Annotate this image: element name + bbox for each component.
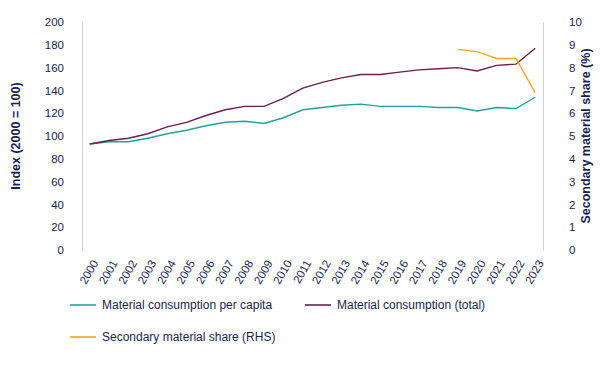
- x-tick-label: 2004: [155, 257, 178, 286]
- y2-axis-title: Secondary material share (%): [579, 48, 593, 223]
- legend-swatch: [305, 304, 331, 306]
- y-tick: 60: [51, 176, 82, 188]
- y2-tick-label: 6: [569, 107, 575, 119]
- y-tick-label: 80: [51, 153, 64, 165]
- x-tick-label: 2017: [407, 258, 430, 286]
- legend-label: Secondary material share (RHS): [102, 330, 275, 344]
- y-axis-line: [82, 23, 83, 251]
- y-tick-label: 20: [51, 221, 64, 233]
- x-tick-label: 2019: [445, 258, 468, 286]
- x-tick-label: 2022: [503, 258, 526, 286]
- legend-label: Material consumption per capita: [102, 298, 272, 312]
- y-tick-label: 60: [51, 176, 64, 188]
- y-tick: 20: [51, 221, 82, 233]
- y-tick-label: 120: [45, 107, 64, 119]
- x-tick-label: 2012: [310, 258, 333, 286]
- x-tick: 2023: [523, 254, 546, 286]
- y2-tick: 5: [543, 130, 575, 142]
- legend: Material consumption per capita Material …: [70, 298, 485, 344]
- x-axis: 2000200120022003200420052006200720082009…: [77, 254, 546, 286]
- y2-tick: 3: [543, 176, 575, 188]
- x-tick-label: 2005: [174, 258, 197, 286]
- y2-tick: 8: [543, 62, 575, 74]
- y2-tick-label: 2: [569, 199, 575, 211]
- y-tick: 0: [58, 244, 82, 256]
- x-tick-label: 2021: [484, 258, 507, 286]
- x-tick-label: 2023: [523, 258, 546, 286]
- x-tick-label: 2014: [348, 257, 371, 286]
- x-tick-label: 2013: [329, 258, 352, 286]
- y2-tick: 2: [543, 199, 575, 211]
- y2-tick-label: 10: [569, 16, 582, 28]
- y-tick-label: 180: [45, 39, 64, 51]
- series-line: [90, 48, 536, 144]
- x-tick-label: 2015: [368, 258, 391, 286]
- y2-axis: 0 1 2 3 4 5 6 7 8 9 10: [543, 16, 582, 256]
- y2-tick-label: 1: [569, 221, 575, 233]
- x-tick-label: 2003: [135, 258, 158, 286]
- y-tick: 40: [51, 199, 82, 211]
- y2-tick-label: 9: [569, 39, 575, 51]
- series-line: [458, 49, 535, 92]
- y2-tick: 6: [543, 107, 575, 119]
- legend-swatch: [70, 304, 96, 306]
- x-tick-label: 2006: [193, 258, 216, 286]
- y2-tick: 0: [543, 244, 575, 256]
- y2-axis-line: [543, 23, 544, 251]
- y-tick-label: 40: [51, 199, 64, 211]
- y-tick: 100: [45, 130, 82, 142]
- x-axis-line: [83, 254, 544, 255]
- y2-tick: 7: [543, 85, 575, 97]
- y2-tick-label: 4: [569, 153, 576, 165]
- y-tick: 120: [45, 107, 82, 119]
- y-tick: 200: [45, 16, 82, 28]
- x-tick-label: 2020: [465, 258, 488, 286]
- legend-swatch: [70, 336, 96, 338]
- y-tick: 140: [45, 85, 82, 97]
- legend-label: Material consumption (total): [337, 298, 485, 312]
- y-tick-label: 140: [45, 85, 64, 97]
- y2-tick: 10: [543, 16, 582, 28]
- y-tick-label: 100: [45, 130, 64, 142]
- y2-tick-label: 3: [569, 176, 575, 188]
- y-tick: 180: [45, 39, 82, 51]
- x-tick-label: 2009: [252, 258, 275, 286]
- x-tick-label: 2000: [77, 258, 100, 286]
- x-tick-label: 2008: [232, 258, 255, 286]
- x-tick-label: 2002: [116, 258, 139, 286]
- y2-tick: 9: [543, 39, 575, 51]
- y-tick: 160: [45, 62, 82, 74]
- x-tick: 2010: [271, 254, 294, 286]
- plot-area: [90, 48, 536, 144]
- x-tick-label: 2018: [426, 258, 449, 286]
- y2-tick-label: 8: [569, 62, 575, 74]
- y2-tick-label: 5: [569, 130, 575, 142]
- y2-tick-label: 7: [569, 85, 575, 97]
- x-tick-label: 2007: [213, 258, 236, 286]
- y2-tick: 1: [543, 221, 575, 233]
- y2-tick: 4: [543, 153, 576, 165]
- y-tick-label: 160: [45, 62, 64, 74]
- y2-tick-label: 0: [569, 244, 575, 256]
- x-tick-label: 2001: [97, 258, 120, 286]
- x-tick-label: 2010: [271, 258, 294, 286]
- y-axis-title: Index (2000 = 100): [9, 82, 23, 189]
- y-tick-label: 0: [58, 244, 64, 256]
- series-line: [90, 97, 536, 144]
- y-axis: 0 20 40 60 80 100 120 140 160 180 200: [45, 16, 83, 256]
- y-tick-label: 200: [45, 16, 64, 28]
- y-tick: 80: [51, 153, 82, 165]
- x-tick-label: 2016: [387, 258, 410, 286]
